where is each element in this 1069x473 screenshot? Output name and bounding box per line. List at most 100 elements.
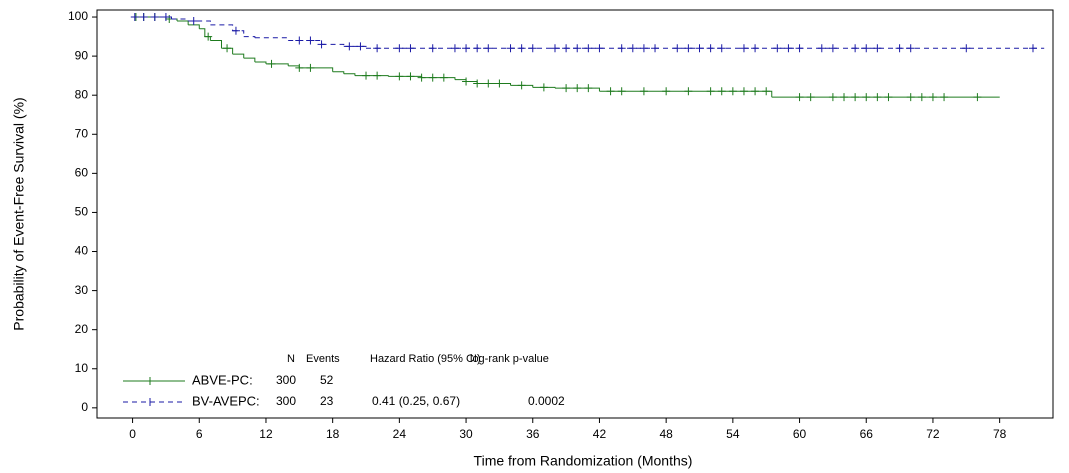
censor-mark [506, 44, 515, 53]
y-tick-label: 90 [75, 48, 89, 62]
censor-mark [428, 73, 437, 82]
km-step [477, 82, 512, 86]
censor-mark [695, 44, 704, 53]
km-step [254, 61, 267, 64]
censor-mark [462, 77, 471, 86]
km-step [232, 53, 245, 59]
x-tick-label: 12 [259, 427, 273, 441]
km-step [210, 39, 223, 49]
censor-mark [928, 93, 937, 102]
x-tick-label: 24 [393, 427, 407, 441]
censor-mark [406, 72, 415, 81]
censor-mark [706, 87, 715, 96]
censor-mark [751, 87, 760, 96]
censor-mark [462, 44, 471, 53]
censor-mark [862, 44, 871, 53]
censor-mark [439, 73, 448, 82]
censor-mark [562, 84, 571, 93]
km-step [288, 39, 323, 45]
censor-mark [717, 44, 726, 53]
km-step [177, 20, 189, 25]
censor-mark [795, 44, 804, 53]
censor-mark [495, 79, 504, 88]
y-tick-label: 10 [75, 361, 89, 375]
y-tick-label: 70 [75, 126, 89, 140]
censor-mark [773, 44, 782, 53]
censor-mark [223, 44, 232, 53]
censor-mark [484, 79, 493, 88]
censor-mark [473, 44, 482, 53]
censor-mark [306, 63, 315, 72]
legend-label: BV-AVEPC: [192, 393, 260, 408]
censor-mark [584, 84, 593, 93]
legend-header: log-rank p-value [470, 353, 549, 365]
km-step [321, 43, 345, 47]
km-step [421, 77, 456, 80]
km-step [210, 24, 234, 31]
censor-mark [484, 44, 493, 53]
legend-header: N [287, 353, 295, 365]
y-tick-label: 60 [75, 166, 89, 180]
km-step [254, 37, 289, 41]
km-step [388, 75, 423, 78]
censor-mark [345, 42, 354, 51]
censor-mark [817, 44, 826, 53]
x-tick-label: 48 [659, 427, 673, 441]
censor-mark [639, 44, 648, 53]
censor-mark [373, 44, 382, 53]
km-step [332, 71, 345, 74]
legend-header: Hazard Ratio (95% CI) [370, 353, 481, 365]
x-tick-label: 36 [526, 427, 540, 441]
km-step [204, 36, 211, 41]
censor-mark [840, 93, 849, 102]
x-tick-label: 60 [793, 427, 807, 441]
censor-mark [917, 93, 926, 102]
censor-mark [728, 87, 737, 96]
censor-mark [606, 87, 615, 96]
censor-mark [406, 44, 415, 53]
censor-mark [161, 13, 170, 22]
censor-mark [539, 83, 548, 92]
y-tick-label: 80 [75, 87, 89, 101]
km-step [599, 90, 773, 98]
censor-mark [873, 44, 882, 53]
censor-mark [595, 44, 604, 53]
censor-mark [295, 36, 304, 45]
censor-mark [862, 93, 871, 102]
censor-mark [356, 42, 365, 51]
censor-mark [139, 13, 148, 22]
x-tick-label: 72 [926, 427, 940, 441]
censor-mark [428, 44, 437, 53]
censor-mark [906, 44, 915, 53]
censor-mark [517, 44, 526, 53]
censor-mark [806, 93, 815, 102]
km-step [188, 24, 200, 29]
censor-mark [784, 44, 793, 53]
km-step [232, 30, 245, 37]
censor-mark [150, 13, 159, 22]
censor-mark [306, 36, 315, 45]
km-step [299, 67, 334, 72]
legend-header: Events [306, 353, 340, 365]
censor-mark [651, 44, 660, 53]
censor-mark [739, 44, 748, 53]
x-tick-label: 6 [196, 427, 203, 441]
legend-cell: 52 [320, 373, 334, 387]
legend-label: ABVE-PC: [192, 372, 253, 387]
censor-mark [828, 44, 837, 53]
legend-cell: 23 [320, 394, 334, 408]
censor-mark [851, 93, 860, 102]
censor-mark [130, 13, 139, 22]
censor-mark [717, 87, 726, 96]
censor-mark [706, 44, 715, 53]
censor-mark [295, 63, 304, 72]
censor-mark [267, 59, 276, 68]
x-tick-label: 0 [129, 427, 136, 441]
km-step [343, 45, 367, 49]
censor-mark [317, 40, 326, 49]
censor-mark [751, 44, 760, 53]
x-tick-label: 42 [593, 427, 607, 441]
censor-mark [962, 44, 971, 53]
censor-mark [517, 81, 526, 90]
censor-mark [762, 87, 771, 96]
